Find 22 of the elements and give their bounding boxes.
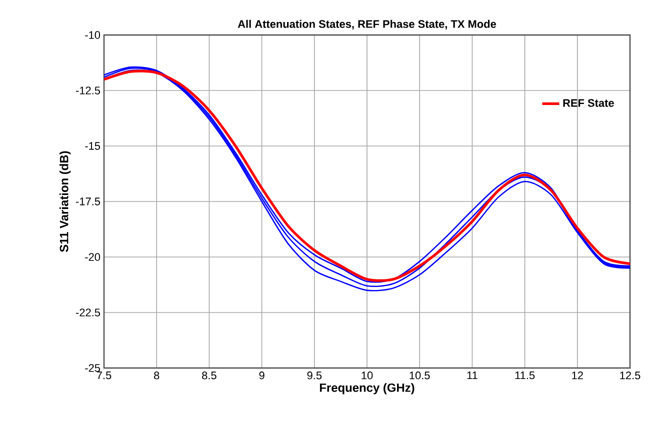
legend-label: REF State: [563, 99, 614, 107]
x-tick-label: 7.5: [96, 372, 112, 380]
x-tick-label: 9: [259, 372, 264, 380]
x-tick-label: 11.5: [515, 372, 535, 380]
x-tick-label: 12.5: [620, 372, 640, 380]
y-tick-label: -25: [85, 364, 100, 372]
x-tick-label: 11: [467, 372, 478, 380]
x-tick-label: 9.5: [307, 372, 322, 380]
chart-title: All Attenuation States, REF Phase State, TX Mode: [238, 20, 496, 30]
x-axis-title: Frequency (GHz): [320, 383, 414, 394]
y-tick-label: -22.5: [76, 308, 100, 316]
y-tick-label: -20: [85, 253, 100, 261]
y-tick-label: -15: [85, 142, 100, 150]
y-tick-label: -12.5: [76, 86, 100, 94]
y-tick-label: -10: [85, 31, 100, 39]
x-tick-label: 8: [154, 372, 160, 380]
y-tick-label: -17.5: [76, 198, 100, 206]
x-tick-label: 12: [572, 372, 583, 380]
x-tick-label: 8.5: [202, 372, 216, 380]
x-tick-label: 10: [362, 372, 373, 380]
y-axis-title: S11 Variation (dB): [60, 151, 71, 252]
x-tick-label: 10.5: [410, 372, 430, 380]
